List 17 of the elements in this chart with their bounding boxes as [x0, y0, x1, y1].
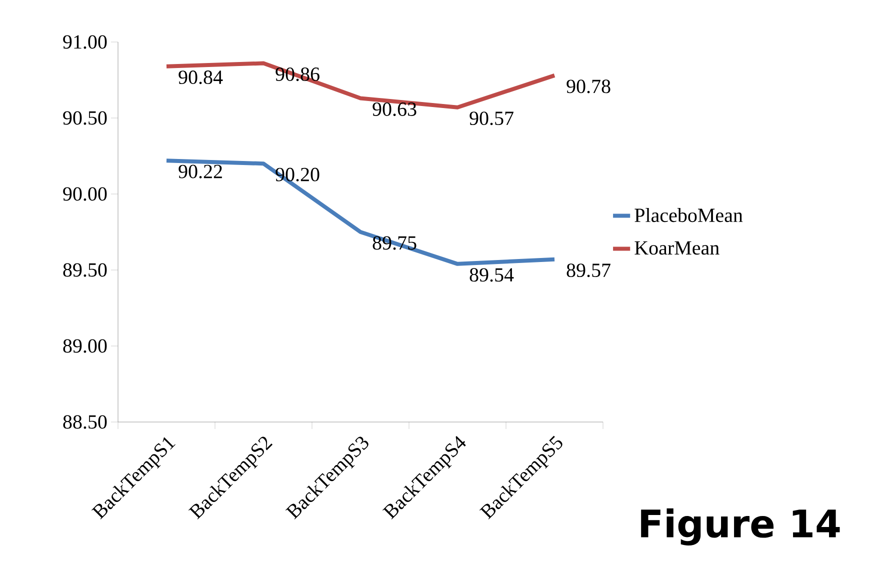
- legend-label: PlaceboMean: [634, 208, 743, 222]
- y-tick-label: 89.50: [63, 263, 107, 277]
- y-tick-label: 89.00: [63, 339, 107, 353]
- legend-label: KoarMean: [634, 241, 720, 255]
- data-label: 90.84: [178, 70, 223, 84]
- y-tick-label: 90.50: [63, 111, 107, 125]
- y-tick-label: 90.00: [63, 187, 107, 201]
- data-label: 89.57: [566, 264, 610, 278]
- data-label: 90.22: [178, 164, 222, 178]
- caption: Figure 14: [641, 508, 840, 546]
- data-label: 90.78: [566, 80, 610, 94]
- data-label: 90.63: [372, 102, 416, 116]
- data-label: 89.54: [470, 268, 514, 282]
- y-tick-label: 91.00: [63, 35, 107, 49]
- y-tick-label: 88.50: [63, 415, 107, 429]
- data-label: 90.57: [470, 112, 514, 126]
- line-series: [164, 158, 556, 266]
